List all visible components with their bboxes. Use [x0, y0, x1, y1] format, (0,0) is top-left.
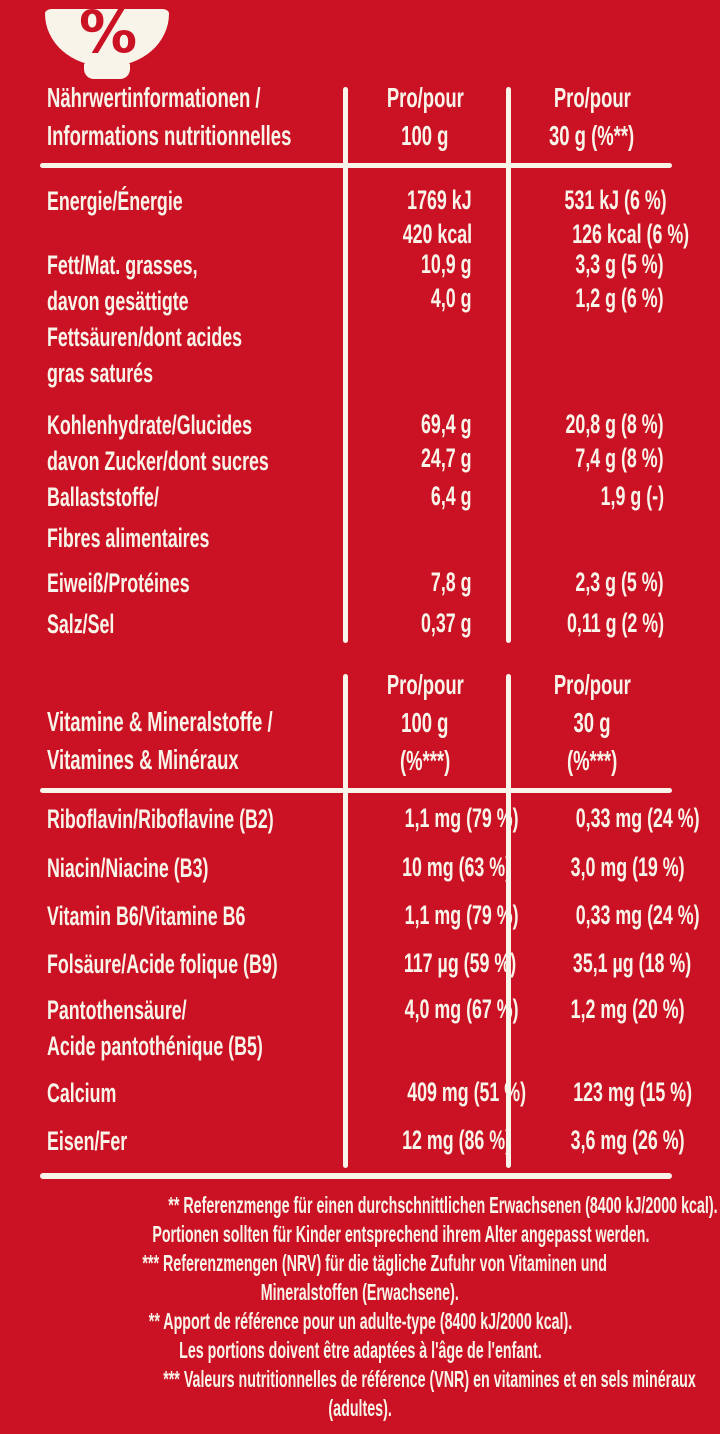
header-rule: [40, 788, 672, 793]
header-per100g: Pro/pour 100 g (%***): [386, 669, 464, 776]
vitamins-table: Vitamine & Mineralstoffe / Vitamines & M…: [40, 669, 700, 1184]
footnote-line: ** Referenzmenge für einen durchschnittl…: [168, 1192, 718, 1218]
column-divider: [506, 674, 511, 1168]
footnotes: ** Referenzmenge für einen durchschnittl…: [0, 1191, 720, 1423]
bowl-foot: [84, 63, 130, 79]
header-label-line: Informations nutritionnelles: [47, 120, 292, 151]
percent-bowl-icon: %: [45, 2, 169, 81]
header-per30g: Pro/pour 30 g (%***): [553, 669, 631, 776]
footnote-line: Les portions doivent être adaptées à l'â…: [178, 1337, 542, 1363]
column-divider: [343, 87, 348, 643]
footnote-line: Mineralstoffen (Erwachsene).: [260, 1279, 460, 1305]
nutrition-table: Nährwertinformationen / Informations nut…: [40, 82, 689, 655]
footnote-line: Portionen sollten für Kinder entsprechen…: [152, 1221, 650, 1247]
footnote-line: ** Apport de référence pour un adulte-ty…: [148, 1308, 572, 1334]
header-label: Nährwertinformationen / Informations nut…: [47, 79, 341, 155]
footnote-line: *** Referenzmengen (NRV) für die täglich…: [142, 1250, 607, 1276]
header-per100g: Pro/pour 100 g: [386, 82, 464, 151]
header-label: Vitamine & Mineralstoffe / Vitamines & M…: [47, 706, 273, 775]
footnote-line: *** Valeurs nutritionnelles de référence…: [163, 1366, 696, 1392]
header-label-line: Nährwertinformationen /: [47, 82, 261, 113]
header-per30g: Pro/pour 30 g (%**): [549, 82, 635, 151]
column-divider: [506, 87, 511, 643]
footnote-line: (adultes).: [328, 1395, 392, 1421]
column-divider: [343, 674, 348, 1168]
bottom-rule: [40, 1173, 672, 1179]
percent-symbol: %: [78, 0, 137, 66]
header-rule: [40, 163, 672, 168]
